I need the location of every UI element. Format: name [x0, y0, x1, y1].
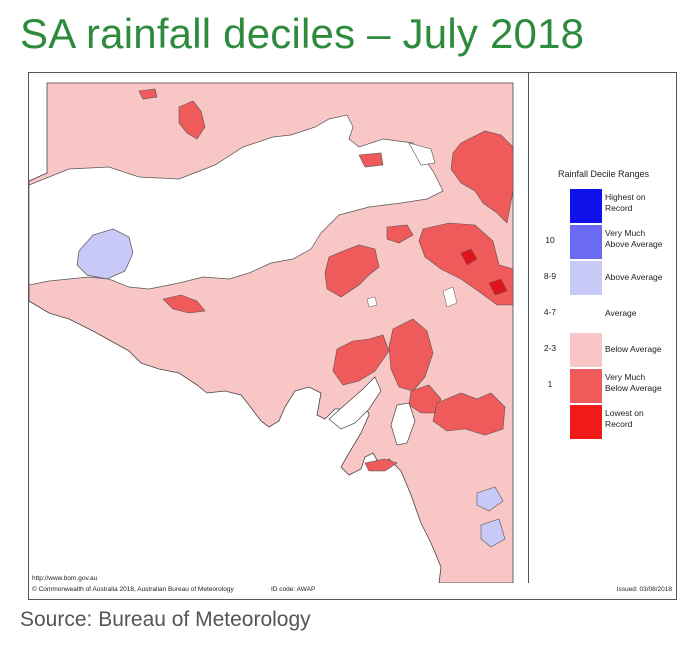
legend-item-average: 4-7 Average — [530, 297, 677, 331]
legend-swatch-highest — [570, 189, 602, 223]
legend-swatch-below-average — [570, 333, 602, 367]
slide-title: SA rainfall deciles – July 2018 — [20, 10, 585, 57]
decile-legend: Rainfall Decile Ranges Highest on Record… — [530, 73, 677, 583]
above-average-patch-south-east-2 — [480, 518, 506, 548]
legend-swatch-very-much-above — [570, 225, 602, 259]
legend-decile: 4-7 — [543, 307, 557, 317]
rainfall-map-figure: Rainfall Decile Ranges Highest on Record… — [28, 72, 677, 600]
legend-label: Very Much Below Average — [605, 372, 662, 393]
legend-item-above-average: 8-9 Above Average — [530, 261, 677, 295]
footer-copyright: © Commonwealth of Australia 2018, Austra… — [32, 586, 234, 593]
sa-rainfall-map — [29, 73, 529, 583]
legend-decile: 1 — [547, 379, 553, 389]
legend-item-highest-on-record: Highest on Record — [530, 189, 677, 223]
legend-swatch-above-average — [570, 261, 602, 295]
vmba-patch-north-small — [138, 88, 158, 100]
legend-label: Lowest on Record — [605, 408, 644, 429]
footer-issued-date: Issued: 03/08/2018 — [616, 586, 672, 593]
legend-label: Below Average — [605, 344, 662, 354]
map-svg — [29, 82, 514, 583]
vmba-patch-central — [324, 244, 380, 298]
spencer-gulf-ocean — [328, 376, 382, 430]
legend-label: Above Average — [605, 272, 663, 282]
legend-label: Average — [605, 308, 637, 318]
vmba-patch-north-east — [450, 130, 514, 224]
lowest-on-record-patch-2 — [488, 278, 508, 296]
average-region-west — [29, 114, 444, 290]
vmba-patch-north-mid — [358, 152, 384, 168]
legend-title: Rainfall Decile Ranges — [557, 169, 650, 179]
source-caption: Source: Bureau of Meteorology — [20, 608, 311, 631]
legend-swatch-very-much-below — [570, 369, 602, 403]
gulf-st-vincent-ocean — [390, 402, 416, 446]
lowest-on-record-patch-1 — [460, 248, 478, 266]
legend-item-below-average: 2-3 Below Average — [530, 333, 677, 367]
vmba-patch-spencer-gulf — [332, 334, 390, 386]
legend-item-very-much-above-average: 10 Very Much Above Average — [530, 225, 677, 259]
legend-item-very-much-below-average: 1 Very Much Below Average — [530, 369, 677, 403]
legend-decile: 2-3 — [543, 343, 557, 353]
legend-swatch-average — [570, 297, 602, 331]
above-average-patch-south-east-1 — [476, 486, 504, 512]
footer-url: http://www.bom.gov.au — [32, 575, 98, 582]
vmba-patch-north-west — [178, 100, 206, 140]
legend-decile: 10 — [545, 235, 555, 245]
average-patch-islands — [408, 142, 436, 166]
average-patch-central — [366, 296, 378, 308]
above-average-patch-west — [76, 228, 134, 280]
legend-decile: 8-9 — [543, 271, 557, 281]
vmba-patch-mid-north — [388, 318, 434, 392]
vmba-patch-west-coast — [162, 294, 206, 314]
vmba-patch-east-small — [386, 224, 414, 244]
legend-label: Highest on Record — [605, 192, 646, 213]
legend-swatch-lowest — [570, 405, 602, 439]
vmba-patch-kangaroo-island — [364, 458, 398, 472]
legend-label: Very Much Above Average — [605, 228, 663, 249]
footer-id-code: ID code: AWAP — [271, 586, 316, 593]
average-patch-east — [442, 286, 458, 308]
legend-item-lowest-on-record: Lowest on Record — [530, 405, 677, 439]
vmba-patch-murray — [432, 392, 506, 436]
